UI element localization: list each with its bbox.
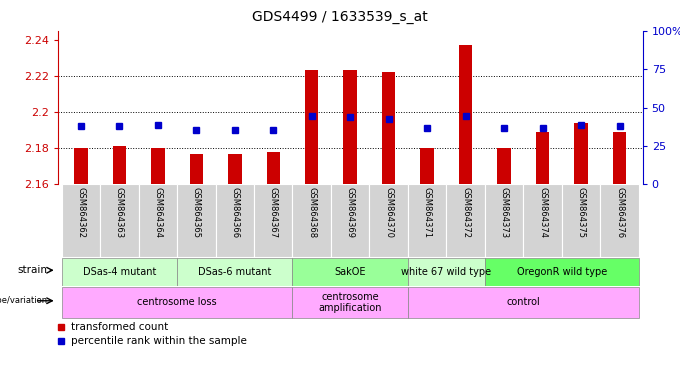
Bar <box>177 184 216 257</box>
Text: genotype/variation: genotype/variation <box>0 296 48 305</box>
Bar <box>408 258 485 286</box>
Bar <box>254 184 292 257</box>
Text: GSM864364: GSM864364 <box>153 187 163 238</box>
Text: GSM864362: GSM864362 <box>76 187 86 238</box>
Text: GSM864372: GSM864372 <box>461 187 470 238</box>
Text: GSM864365: GSM864365 <box>192 187 201 238</box>
Text: DSas-6 mutant: DSas-6 mutant <box>198 266 271 277</box>
Bar <box>497 148 511 184</box>
Bar <box>485 258 639 286</box>
Text: strain: strain <box>18 265 48 275</box>
Bar <box>343 71 357 184</box>
Bar <box>613 132 626 184</box>
Text: control: control <box>507 297 540 308</box>
Text: GSM864363: GSM864363 <box>115 187 124 238</box>
Text: GSM864374: GSM864374 <box>538 187 547 238</box>
Text: white 67 wild type: white 67 wild type <box>401 266 492 277</box>
Bar <box>305 71 318 184</box>
Bar <box>139 184 177 257</box>
Bar <box>600 184 639 257</box>
Bar <box>74 148 88 184</box>
Bar <box>292 287 408 318</box>
Bar <box>536 132 549 184</box>
Bar <box>100 184 139 257</box>
Text: GSM864376: GSM864376 <box>615 187 624 238</box>
Text: GSM864373: GSM864373 <box>500 187 509 238</box>
Text: GSM864370: GSM864370 <box>384 187 393 238</box>
Text: centrosome loss: centrosome loss <box>137 297 217 308</box>
Text: GSM864369: GSM864369 <box>345 187 355 238</box>
Bar <box>62 287 292 318</box>
Bar <box>292 258 408 286</box>
Bar <box>267 152 280 184</box>
Text: GSM864366: GSM864366 <box>231 187 239 238</box>
Text: GDS4499 / 1633539_s_at: GDS4499 / 1633539_s_at <box>252 10 428 23</box>
Bar <box>562 184 600 257</box>
Bar <box>228 154 241 184</box>
Text: OregonR wild type: OregonR wild type <box>517 266 607 277</box>
Bar <box>177 258 292 286</box>
Text: SakOE: SakOE <box>335 266 366 277</box>
Text: centrosome
amplification: centrosome amplification <box>318 291 382 313</box>
Text: GSM864371: GSM864371 <box>423 187 432 238</box>
Text: percentile rank within the sample: percentile rank within the sample <box>71 336 247 346</box>
Bar <box>420 148 434 184</box>
Text: GSM864368: GSM864368 <box>307 187 316 238</box>
Bar <box>382 72 395 184</box>
Bar <box>524 184 562 257</box>
Bar <box>459 45 473 184</box>
Text: GSM864367: GSM864367 <box>269 187 277 238</box>
Bar <box>151 148 165 184</box>
Bar <box>62 184 100 257</box>
Bar <box>113 146 126 184</box>
Bar <box>575 123 588 184</box>
Bar <box>485 184 524 257</box>
Bar <box>408 184 446 257</box>
Text: GSM864375: GSM864375 <box>577 187 585 238</box>
Bar <box>62 258 177 286</box>
Text: transformed count: transformed count <box>71 322 168 332</box>
Bar <box>216 184 254 257</box>
Bar <box>408 287 639 318</box>
Text: DSas-4 mutant: DSas-4 mutant <box>83 266 156 277</box>
Bar <box>331 184 369 257</box>
Bar <box>446 184 485 257</box>
Bar <box>292 184 331 257</box>
Bar <box>190 154 203 184</box>
Bar <box>369 184 408 257</box>
